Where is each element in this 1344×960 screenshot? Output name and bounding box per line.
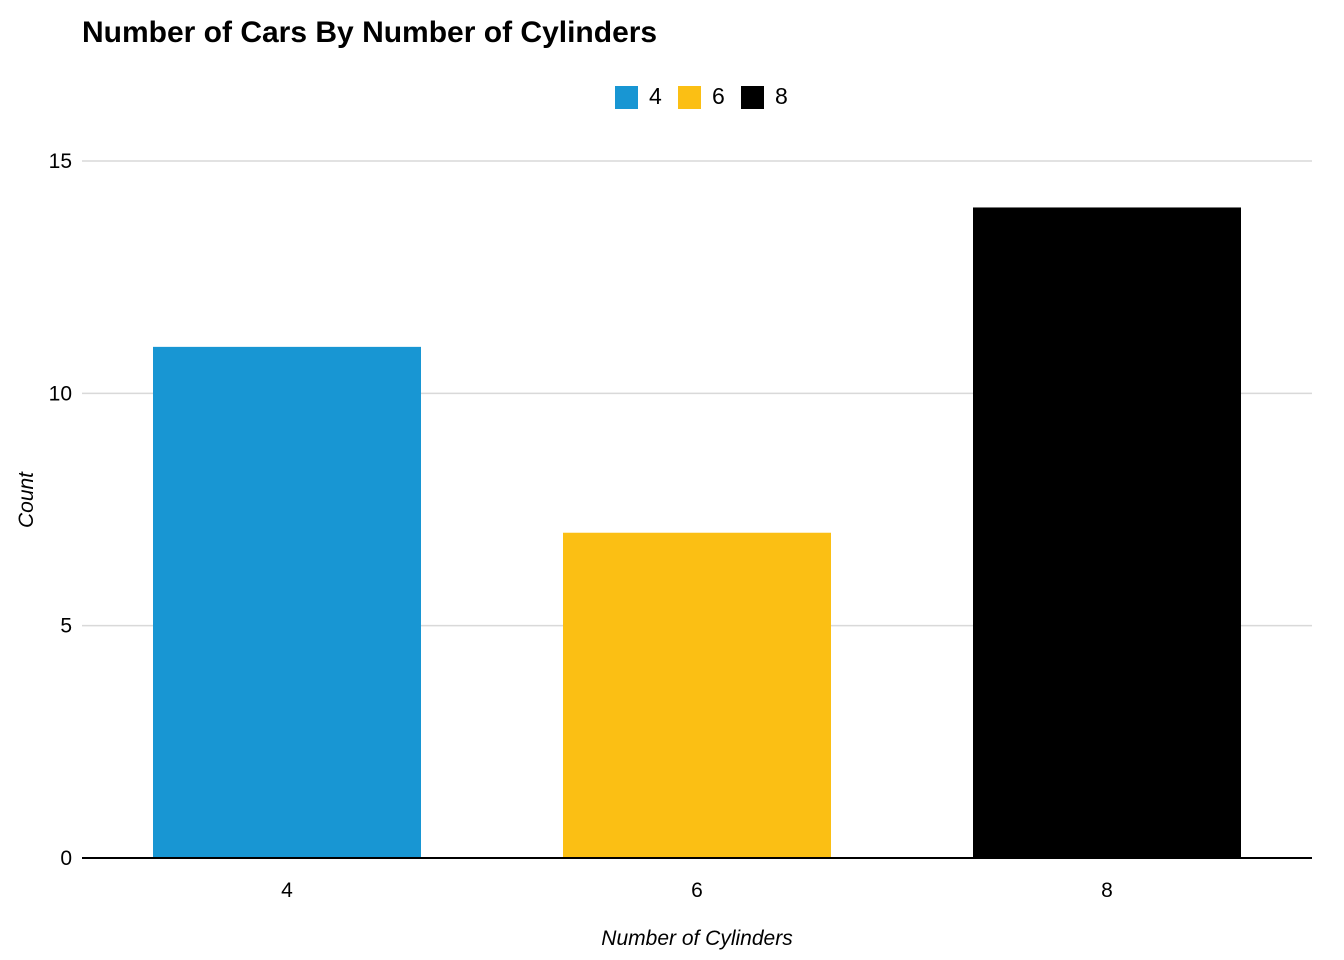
x-tick-label-4: 4 [281, 879, 293, 902]
bar-8 [973, 207, 1241, 858]
legend-label-8: 8 [775, 83, 788, 109]
bar-6 [563, 532, 831, 858]
y-axis-ticks: 0 5 10 15 [49, 150, 72, 870]
y-tick-label-10: 10 [49, 382, 72, 405]
x-axis-label: Number of Cylinders [601, 927, 793, 950]
legend-swatch-4 [615, 86, 638, 109]
x-tick-label-6: 6 [691, 879, 703, 902]
legend: 4 6 8 [615, 83, 788, 109]
legend-label-6: 6 [712, 83, 725, 109]
bar-4 [153, 346, 421, 858]
y-tick-label-5: 5 [60, 615, 72, 638]
bars [153, 207, 1241, 858]
x-tick-label-8: 8 [1101, 879, 1113, 902]
legend-swatch-8 [741, 86, 764, 109]
legend-label-4: 4 [649, 83, 662, 109]
y-tick-label-15: 15 [49, 150, 72, 173]
chart-title: Number of Cars By Number of Cylinders [82, 16, 657, 49]
y-tick-label-0: 0 [60, 847, 72, 870]
legend-swatch-6 [678, 86, 701, 109]
x-axis-ticks: 4 6 8 [281, 879, 1113, 902]
y-axis-label: Count [15, 471, 38, 528]
